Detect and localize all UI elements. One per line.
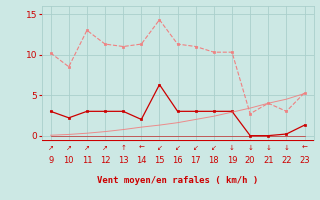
Text: 10: 10 bbox=[64, 156, 74, 165]
Text: ↓: ↓ bbox=[229, 145, 235, 151]
Text: 23: 23 bbox=[299, 156, 310, 165]
Text: ↗: ↗ bbox=[84, 145, 90, 151]
Text: 12: 12 bbox=[100, 156, 110, 165]
Text: 20: 20 bbox=[245, 156, 255, 165]
Text: 9: 9 bbox=[48, 156, 53, 165]
Text: 19: 19 bbox=[227, 156, 237, 165]
Text: ↓: ↓ bbox=[265, 145, 271, 151]
Text: ←: ← bbox=[301, 145, 308, 151]
Text: Vent moyen/en rafales ( km/h ): Vent moyen/en rafales ( km/h ) bbox=[97, 176, 258, 185]
Text: ↗: ↗ bbox=[48, 145, 54, 151]
Text: ↙: ↙ bbox=[193, 145, 199, 151]
Text: ↓: ↓ bbox=[284, 145, 289, 151]
Text: ↑: ↑ bbox=[120, 145, 126, 151]
Text: ↙: ↙ bbox=[156, 145, 163, 151]
Text: 11: 11 bbox=[82, 156, 92, 165]
Text: 14: 14 bbox=[136, 156, 147, 165]
Text: ↓: ↓ bbox=[247, 145, 253, 151]
Text: ↙: ↙ bbox=[211, 145, 217, 151]
Text: ↗: ↗ bbox=[102, 145, 108, 151]
Text: ←: ← bbox=[138, 145, 144, 151]
Text: ↙: ↙ bbox=[175, 145, 180, 151]
Text: 21: 21 bbox=[263, 156, 274, 165]
Text: 18: 18 bbox=[209, 156, 219, 165]
Text: 13: 13 bbox=[118, 156, 129, 165]
Text: 15: 15 bbox=[154, 156, 165, 165]
Text: ↗: ↗ bbox=[66, 145, 72, 151]
Text: 16: 16 bbox=[172, 156, 183, 165]
Text: 17: 17 bbox=[190, 156, 201, 165]
Text: 22: 22 bbox=[281, 156, 292, 165]
